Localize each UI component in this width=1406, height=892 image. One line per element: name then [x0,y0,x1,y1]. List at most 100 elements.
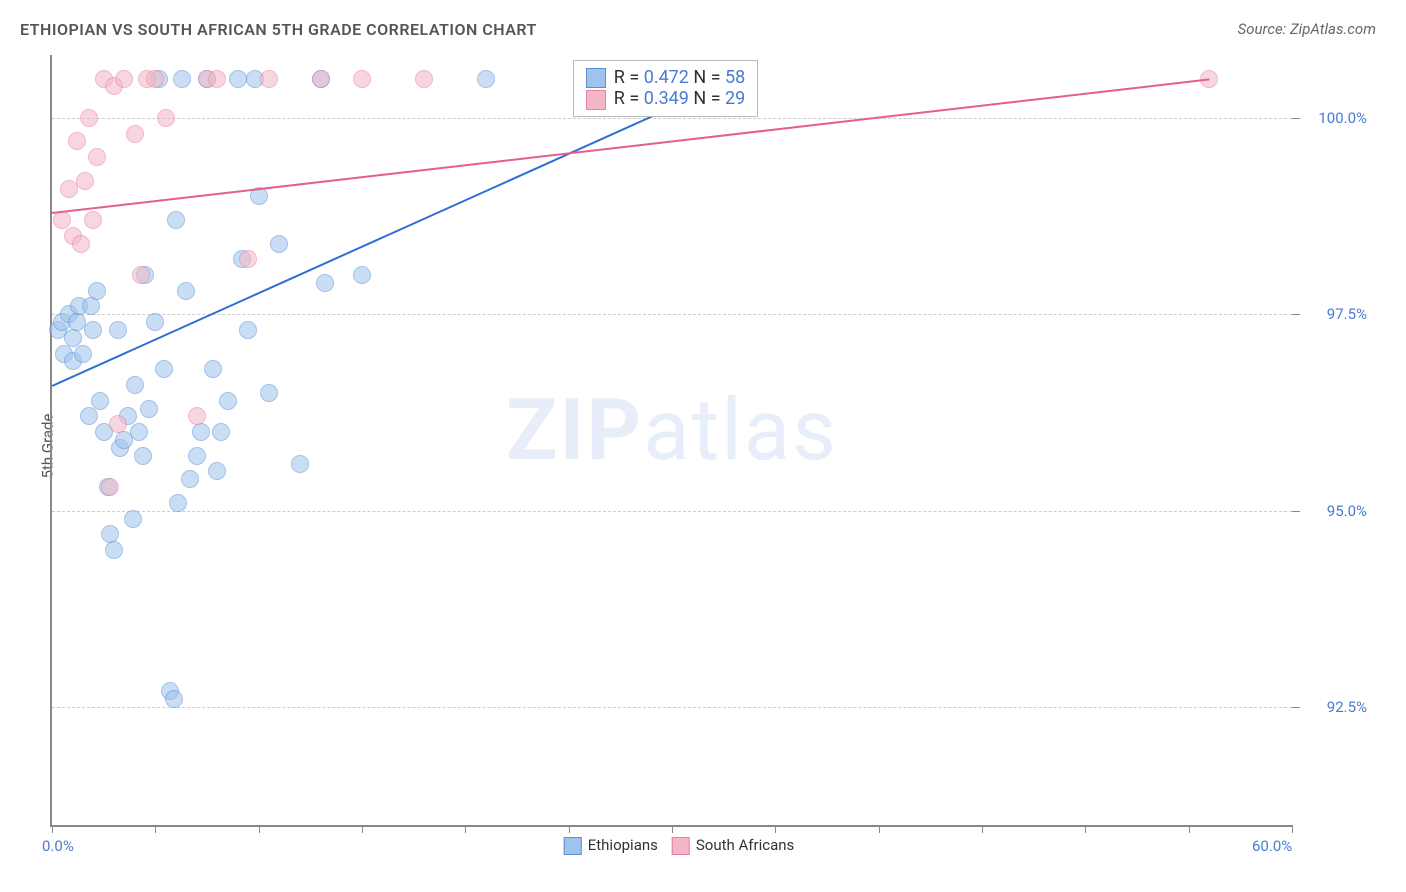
x-tick [569,825,570,833]
legend-label: South Africans [696,836,794,854]
trend-line [52,79,735,387]
data-point [181,470,199,488]
data-point [165,690,183,708]
legend-swatch [586,68,606,88]
plot-area: ZIPatlas 92.5%95.0%97.5%100.0%0.0%60.0%R… [50,55,1292,827]
legend-label: Ethiopians [588,836,658,854]
data-point [169,494,187,512]
y-tick [1292,314,1300,315]
data-point [140,400,158,418]
series-legend: Ethiopians South Africans [550,836,795,855]
x-tick [259,825,260,833]
stats-legend: R = 0.472 N = 58R = 0.349 N = 29 [573,60,758,117]
data-point [146,313,164,331]
data-point [415,70,433,88]
y-tick-label: 95.0% [1327,502,1367,520]
y-tick-label: 97.5% [1327,305,1367,323]
x-tick [362,825,363,833]
gridline [52,118,1292,119]
y-tick-label: 100.0% [1318,109,1367,127]
data-point [88,282,106,300]
data-point [80,109,98,127]
stats-row: R = 0.349 N = 29 [586,88,745,109]
data-point [316,274,334,292]
data-point [76,172,94,190]
data-point [88,148,106,166]
data-point [84,211,102,229]
data-point [124,510,142,528]
data-point [219,392,237,410]
gridline [52,707,1292,708]
data-point [68,132,86,150]
data-point [146,70,164,88]
data-point [167,211,185,229]
data-point [204,360,222,378]
data-point [126,376,144,394]
data-point [208,462,226,480]
data-point [270,235,288,253]
x-tick [672,825,673,833]
chart-title: ETHIOPIAN VS SOUTH AFRICAN 5TH GRADE COR… [20,20,537,39]
data-point [109,321,127,339]
gridline [52,511,1292,512]
data-point [105,541,123,559]
data-point [239,250,257,268]
x-tick [1292,825,1293,833]
data-point [177,282,195,300]
x-tick [982,825,983,833]
stats-row: R = 0.472 N = 58 [586,67,745,88]
y-tick [1292,707,1300,708]
x-tick [155,825,156,833]
data-point [134,447,152,465]
data-point [229,70,247,88]
data-point [291,455,309,473]
data-point [132,266,150,284]
data-point [60,180,78,198]
data-point [115,70,133,88]
data-point [155,360,173,378]
x-tick [775,825,776,833]
data-point [82,297,100,315]
data-point [208,70,226,88]
legend-swatch [564,837,582,855]
x-tick [465,825,466,833]
data-point [126,125,144,143]
y-tick-label: 92.5% [1327,698,1367,716]
data-point [74,345,92,363]
legend-swatch [586,90,606,110]
data-point [239,321,257,339]
data-point [188,447,206,465]
y-tick [1292,118,1300,119]
data-point [101,478,119,496]
watermark: ZIPatlas [506,380,838,480]
x-tick [1085,825,1086,833]
data-point [212,423,230,441]
data-point [80,407,98,425]
data-point [477,70,495,88]
x-tick [1189,825,1190,833]
source-label: Source: ZipAtlas.com [1238,20,1376,38]
data-point [192,423,210,441]
x-tick-label: 60.0% [1252,837,1292,855]
data-point [157,109,175,127]
data-point [353,266,371,284]
y-tick [1292,511,1300,512]
x-tick [879,825,880,833]
data-point [91,392,109,410]
data-point [173,70,191,88]
data-point [109,415,127,433]
data-point [84,321,102,339]
data-point [260,384,278,402]
chart-container: ETHIOPIAN VS SOUTH AFRICAN 5TH GRADE COR… [0,0,1406,892]
x-tick [52,825,53,833]
data-point [353,70,371,88]
data-point [312,70,330,88]
data-point [130,423,148,441]
data-point [260,70,278,88]
data-point [72,235,90,253]
x-tick-label: 0.0% [42,837,74,855]
data-point [188,407,206,425]
data-point [68,313,86,331]
gridline [52,314,1292,315]
legend-swatch [672,837,690,855]
